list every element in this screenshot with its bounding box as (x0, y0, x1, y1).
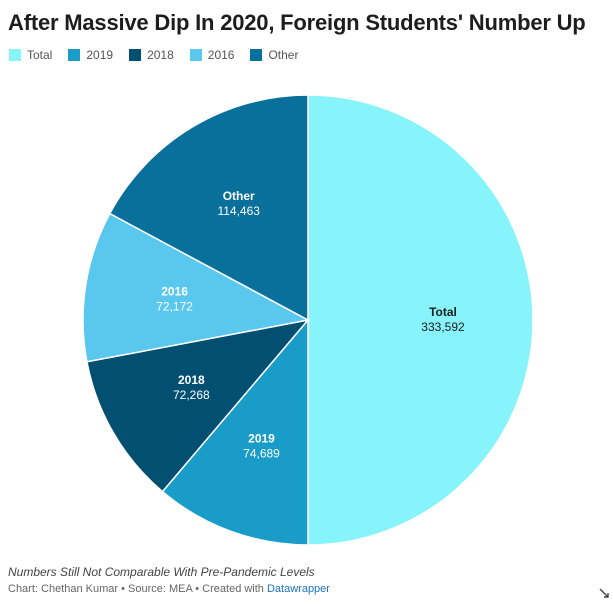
slice-label-2016: 2016 (161, 284, 188, 298)
legend-label: 2019 (86, 48, 114, 62)
slice-value-2016: 72,172 (156, 299, 193, 313)
chart-credits: Chart: Chethan Kumar • Source: MEA • Cre… (8, 583, 330, 595)
legend-swatch (129, 49, 142, 61)
chart-footer: Numbers Still Not Comparable With Pre-Pa… (8, 565, 330, 595)
legend-swatch (9, 49, 21, 61)
slice-value-2018: 72,268 (173, 388, 210, 402)
chart-note: Numbers Still Not Comparable With Pre-Pa… (8, 565, 315, 579)
datawrapper-link[interactable]: Datawrapper (266, 583, 330, 595)
slice-value-total: 333,592 (421, 320, 465, 334)
pie-slice-total[interactable] (307, 94, 534, 546)
slice-label-total: Total (429, 305, 457, 319)
slice-value-2019: 74,689 (243, 447, 280, 461)
pie-slice-2018[interactable] (86, 318, 310, 493)
credits-text: Chart: Chethan Kumar • Source: MEA • Cre… (8, 583, 267, 595)
legend-label: Other (268, 48, 299, 62)
legend-item-2016: 2016 (189, 48, 235, 62)
slice-value-other: 114,463 (217, 204, 260, 218)
slice-label-2018: 2018 (178, 373, 205, 387)
slice-label-other: Other (223, 189, 255, 203)
legend-label: 2016 (207, 48, 235, 62)
legend-label: 2018 (147, 48, 174, 62)
legend-swatch (68, 49, 81, 61)
legend-item-2019: 2019 (68, 48, 113, 62)
slice-label-2019: 2019 (248, 432, 275, 446)
legend-swatch (189, 49, 202, 61)
pie-slice-other[interactable] (108, 94, 309, 322)
pie-slice-2016[interactable] (82, 212, 311, 363)
legend-item-other: Other (250, 48, 298, 62)
resize-icon[interactable] (599, 588, 609, 598)
legend-item-total: Total (9, 48, 52, 62)
legend-swatch (250, 49, 263, 61)
pie-slice-2019[interactable] (161, 317, 309, 546)
chart-legend: Total 2019 2018 2016 Other (9, 48, 298, 62)
chart-title: After Massive Dip In 2020, Foreign Stude… (8, 10, 586, 35)
legend-item-2018: 2018 (129, 48, 174, 62)
legend-label: Total (27, 48, 53, 62)
